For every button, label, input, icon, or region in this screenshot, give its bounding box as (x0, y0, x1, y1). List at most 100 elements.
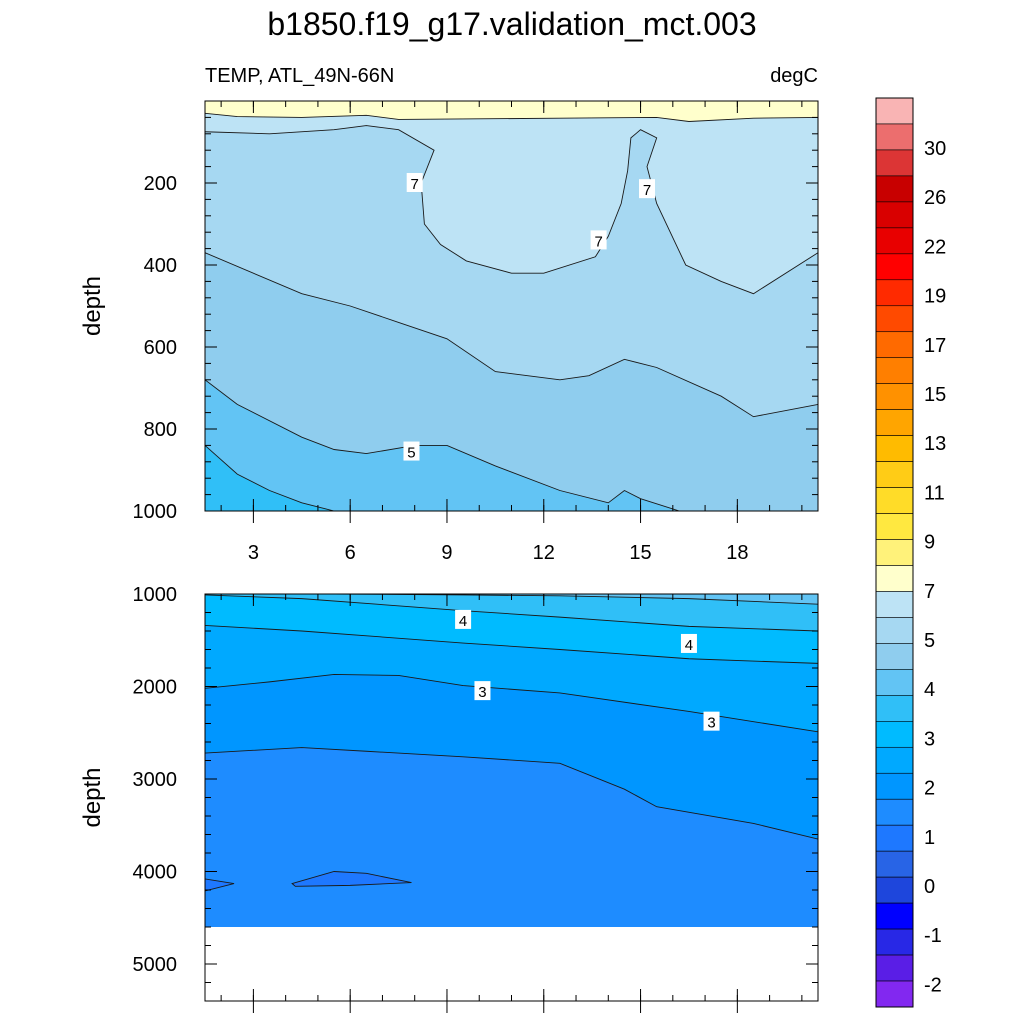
y-tick-label: 200 (144, 173, 177, 195)
colorbar-swatch (875, 123, 914, 151)
colorbar-swatch (875, 798, 914, 826)
colorbar-label: 19 (924, 286, 946, 308)
colorbar-swatch (875, 513, 914, 540)
colorbar-label: 13 (924, 433, 946, 455)
contour-label: 4 (685, 637, 693, 654)
y-tick-label: 1000 (133, 584, 178, 606)
colorbar-frame (875, 97, 914, 1008)
colorbar-swatch (875, 461, 914, 488)
colorbar-swatch (875, 721, 914, 748)
contour-line (205, 674, 818, 733)
colorbar-label: 15 (924, 384, 946, 406)
subtitle-right: degC (770, 65, 818, 87)
y-tick-label: 400 (144, 255, 177, 277)
contour-label-bg (639, 179, 656, 199)
contour-label-bg (680, 633, 697, 653)
colorbar-label: 22 (924, 236, 946, 258)
colorbar-swatch (875, 902, 914, 930)
colorbar-swatch (875, 97, 914, 125)
colorbar-swatch (875, 643, 914, 670)
x-tick-label: 18 (726, 542, 748, 564)
x-tick-label: 12 (533, 542, 555, 564)
colorbar-swatch (875, 617, 914, 644)
colorbar-label: 0 (924, 876, 935, 898)
colorbar-swatch (875, 409, 914, 436)
colorbar-swatch (875, 331, 914, 359)
contour-line (205, 625, 818, 664)
colorbar-swatch (875, 746, 914, 774)
y-tick-label: 2000 (133, 677, 178, 699)
contour-label: 7 (411, 176, 419, 193)
y-tick-label: 4000 (133, 862, 178, 884)
x-tick-label: 15 (629, 542, 651, 564)
colorbar-swatch (875, 876, 914, 904)
y-axis-label: depth (79, 767, 106, 827)
x-tick-label: 6 (345, 542, 356, 564)
colorbar-swatch (875, 227, 914, 255)
contour-label: 3 (707, 715, 715, 732)
contour-band (205, 379, 818, 511)
colorbar-label: -2 (924, 974, 942, 996)
colorbar-swatch (875, 980, 914, 1008)
colorbar-swatch (875, 279, 914, 307)
colorbar-label: 1 (924, 827, 935, 849)
colorbar-swatch (875, 565, 914, 592)
contour-patch (205, 878, 235, 892)
contour-label: 5 (407, 445, 415, 462)
colorbar-swatch (875, 539, 914, 566)
contour-label-bg (455, 609, 472, 629)
colorbar-label: 17 (924, 335, 946, 357)
colorbar-label: 4 (924, 679, 935, 701)
colorbar: 30 26 22 19 17 15 13 11 9 7 5 4 3 2 1 0 -1 -2 (875, 97, 946, 1008)
contour-label-bg (403, 441, 420, 461)
contour-label: 7 (594, 233, 602, 250)
colorbar-label: 2 (924, 778, 935, 800)
upper-panel: 7 7 7 5 200 400 600 800 1000 depth 3 6 9 12 15 18 (79, 100, 819, 564)
y-tick-label: 3000 (133, 769, 178, 791)
colorbar-label: 5 (924, 630, 935, 652)
contour-line (334, 594, 818, 605)
y-axis-label: depth (79, 276, 106, 336)
lower-panel: 4 4 3 3 1000 2000 3000 4000 5000 depth (79, 584, 819, 1013)
x-tick-label: 9 (441, 542, 452, 564)
colorbar-label: 3 (924, 728, 935, 750)
subtitle-left: TEMP, ATL_49N-66N (205, 65, 394, 87)
y-tick-label: 1000 (133, 501, 178, 523)
colorbar-swatch (875, 383, 914, 410)
colorbar-label: 11 (924, 482, 945, 504)
contour-line (205, 125, 818, 295)
colorbar-swatch (875, 305, 914, 333)
contour-line (205, 747, 818, 840)
colorbar-label: 9 (924, 532, 935, 554)
x-tick-label: 3 (248, 542, 259, 564)
colorbar-swatch (875, 954, 914, 982)
contour-line (205, 112, 818, 122)
colorbar-swatch (875, 149, 914, 177)
colorbar-label: 26 (924, 187, 946, 209)
colorbar-swatch (875, 357, 914, 384)
y-tick-label: 800 (144, 419, 177, 441)
plot-area: 7 7 7 5 (205, 101, 818, 511)
contour-patch (291, 871, 412, 887)
colorbar-label: -1 (924, 925, 942, 947)
contour-band (205, 252, 818, 511)
colorbar-label: 30 (924, 138, 946, 160)
colorbar-swatch (875, 824, 914, 852)
contour-label: 3 (478, 684, 486, 701)
colorbar-swatch (875, 695, 914, 722)
contour-label-bg (590, 230, 607, 250)
colorbar-swatch (875, 850, 914, 878)
y-tick-label: 600 (144, 337, 177, 359)
plot-area: 4 4 3 3 (205, 594, 818, 927)
y-tick-label: 5000 (133, 954, 178, 976)
colorbar-swatch (875, 487, 914, 514)
contour-label-bg (406, 173, 423, 192)
colorbar-swatch (875, 435, 914, 462)
contour-label-bg (703, 711, 720, 731)
colorbar-swatch (875, 772, 914, 800)
colorbar-label: 7 (924, 581, 935, 603)
contour-line (205, 379, 680, 511)
colorbar-swatch (875, 928, 914, 956)
contour-label: 7 (643, 182, 651, 199)
